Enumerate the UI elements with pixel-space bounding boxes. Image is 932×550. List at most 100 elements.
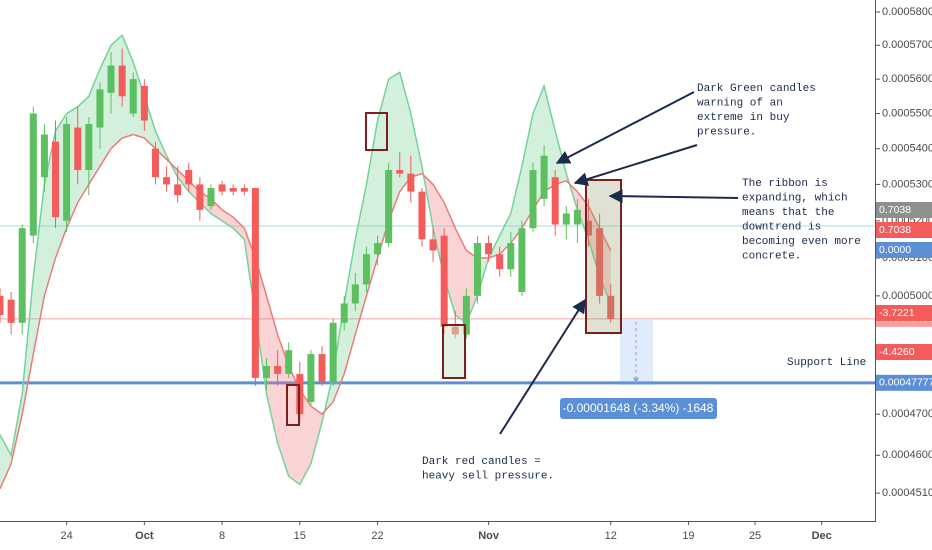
candle-body: [329, 322, 337, 382]
indicator-tag: [876, 202, 932, 218]
candle-body: [473, 243, 481, 296]
candle-body: [174, 184, 182, 196]
highlight-box: [585, 179, 622, 334]
ribbon-fill: [233, 217, 245, 240]
candle-body: [374, 243, 382, 255]
candle-body: [529, 170, 537, 229]
candle-body: [140, 85, 148, 121]
indicator-tag: [876, 344, 932, 360]
indicator-tag-label: -4.4260: [879, 346, 915, 358]
annotation-line: pressure.: [697, 126, 756, 138]
arrow: [608, 189, 739, 204]
annotation-line: The ribbon is: [742, 178, 828, 190]
plot-area: [0, 33, 875, 490]
overlay: -0.00001648 (-3.34%) -1648 Support Line …: [286, 83, 866, 482]
annotation-line: heavy sell pressure.: [422, 470, 554, 482]
x-tick-label: 24: [60, 530, 72, 542]
ribbon-fill: [0, 434, 12, 489]
candle-body: [485, 243, 493, 255]
candle-body: [163, 177, 171, 185]
annotation-line: means that the: [742, 207, 834, 219]
level-tag-label: 0.00047777: [879, 377, 932, 389]
candle-body: [429, 239, 437, 251]
arrow: [555, 91, 695, 164]
indicator-tag: [876, 305, 932, 321]
ribbon-fill: [111, 35, 123, 149]
measure-label-box: [560, 398, 717, 419]
candle-body: [40, 134, 48, 178]
annotation-line: Dark red candles =: [422, 456, 541, 468]
indicator-tag-label: -3.7221: [879, 307, 915, 319]
candle-body: [196, 184, 204, 210]
annotation-line: extreme in buy: [697, 112, 790, 124]
y-tick-label: 0.00045100: [882, 487, 932, 499]
x-tick-label: 19: [682, 530, 694, 542]
candle-body: [52, 141, 60, 218]
ribbon-fill: [177, 170, 189, 192]
arrow: [499, 298, 586, 435]
x-tick-label: 22: [371, 530, 383, 542]
candle-body: [340, 303, 348, 323]
candle-body: [418, 191, 426, 240]
indicator-tag: [876, 242, 932, 258]
candle-body: [185, 170, 193, 185]
candle-body: [229, 188, 237, 192]
candle-body: [585, 220, 593, 236]
annotation-line: concrete.: [742, 250, 801, 262]
candle-body: [573, 209, 581, 225]
candle-body: [496, 254, 504, 270]
candle-body: [385, 170, 393, 244]
x-tick-label: 8: [219, 530, 225, 542]
candle-body: [396, 170, 404, 174]
ribbon-fill: [510, 166, 522, 244]
candle-body: [462, 295, 470, 335]
candle-body: [7, 299, 15, 323]
candle-body: [540, 155, 548, 199]
candle-body: [318, 354, 326, 382]
candle-body: [129, 79, 137, 114]
ribbon-fill: [399, 72, 411, 192]
indicator-tag-label: 0.0000: [879, 244, 911, 256]
indicator-tag-label: 0.7038: [879, 204, 911, 216]
candle-body: [118, 65, 126, 97]
candle-body: [251, 188, 259, 378]
candle-body: [351, 284, 359, 304]
candle-body: [507, 243, 515, 270]
candle-body: [518, 228, 526, 293]
candle-body: [218, 184, 226, 192]
x-tick-label: Dec: [812, 530, 832, 542]
x-tick-label: Nov: [478, 530, 500, 542]
arrow: [573, 144, 698, 186]
candle-body: [285, 350, 293, 374]
x-tick-label: 25: [749, 530, 761, 542]
support-label: Support Line: [787, 357, 866, 369]
highlight-box: [442, 324, 466, 379]
candle-body: [18, 228, 26, 323]
candle-body: [607, 295, 615, 319]
candle-body: [96, 89, 104, 128]
highlight-box: [365, 112, 388, 151]
candle-body: [407, 173, 415, 192]
candle-body: [63, 124, 71, 221]
highlight-box: [286, 384, 300, 426]
x-tick-label: 15: [294, 530, 306, 542]
candle-body: [74, 127, 82, 171]
candle-body: [440, 235, 448, 327]
candle-body: [0, 295, 4, 316]
ribbon-fill: [444, 202, 456, 316]
candle-body: [151, 148, 159, 178]
candle-body: [307, 354, 315, 403]
measure-label: -0.00001648 (-3.34%) -1648: [563, 401, 714, 415]
candle-body: [207, 188, 215, 207]
level-tag: [876, 374, 932, 391]
annotation-line: becoming even more: [742, 236, 861, 248]
ribbon-fill: [222, 209, 234, 229]
